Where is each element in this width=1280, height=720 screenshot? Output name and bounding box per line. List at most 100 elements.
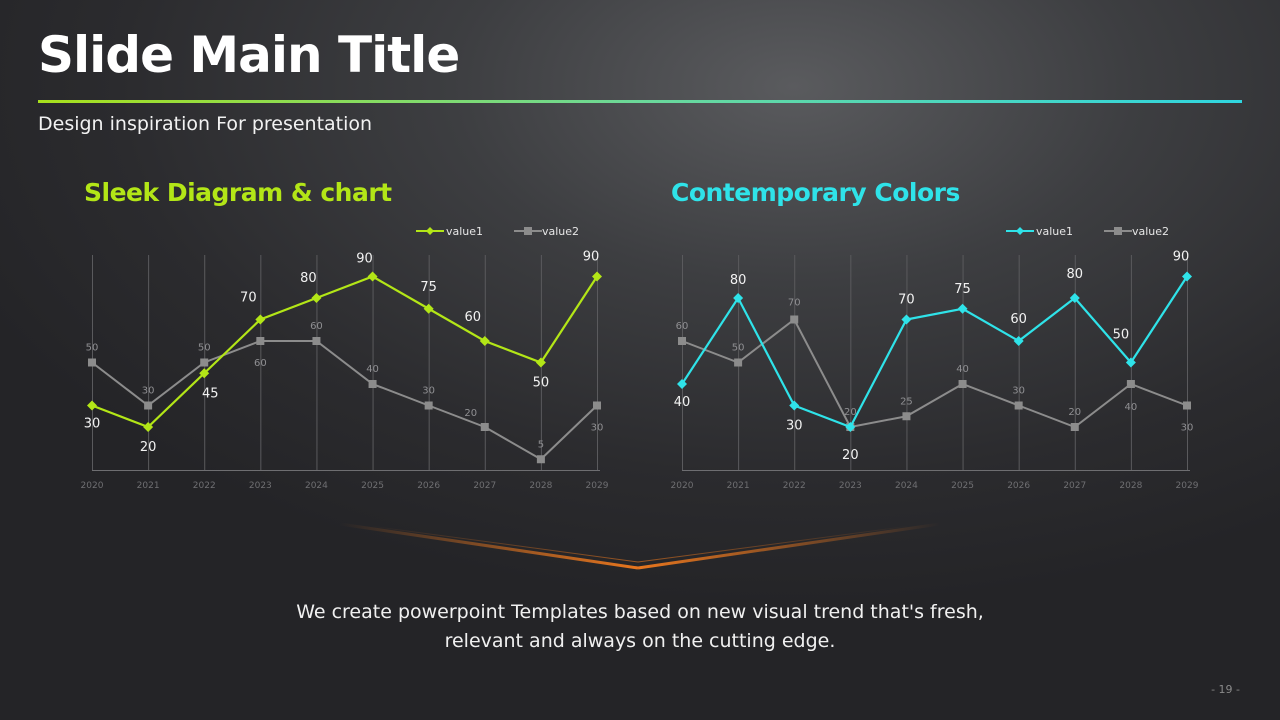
slide-title: Slide Main Title — [38, 26, 460, 84]
data-label-value1: 45 — [202, 386, 219, 401]
legend-label-value2: value2 — [1132, 225, 1169, 238]
data-point-value2 — [480, 423, 489, 431]
footer-line-2: relevant and always on the cutting edge. — [444, 630, 836, 652]
legend-label-value2: value2 — [542, 225, 579, 238]
x-tick-label: 2027 — [1063, 481, 1086, 491]
data-label-value2: 60 — [310, 321, 323, 332]
data-label-value2: 50 — [732, 343, 745, 354]
data-label-value1: 20 — [140, 440, 157, 455]
data-label-value2: 30 — [591, 423, 604, 434]
data-point-value2 — [368, 380, 377, 388]
data-point-value2 — [312, 337, 321, 345]
x-tick-label: 2021 — [727, 481, 750, 491]
data-label-value1: 70 — [898, 293, 915, 308]
data-label-value1: 80 — [730, 273, 747, 288]
data-point-value2 — [256, 337, 265, 345]
data-label-value2: 30 — [142, 386, 155, 397]
x-tick-label: 2026 — [1007, 481, 1030, 491]
data-label-value1: 20 — [842, 448, 859, 463]
x-tick-label: 2020 — [81, 481, 104, 491]
x-tick-label: 2024 — [895, 481, 918, 491]
data-label-value2: 20 — [464, 408, 477, 419]
x-tick-label: 2029 — [1176, 481, 1199, 491]
footer-line-1: We create powerpoint Templates based on … — [296, 601, 984, 623]
data-label-value1: 80 — [300, 271, 317, 286]
x-tick-label: 2026 — [417, 481, 440, 491]
x-tick-label: 2022 — [783, 481, 806, 491]
data-label-value2: 30 — [1012, 386, 1025, 397]
chevron-decoration — [339, 522, 941, 570]
data-point-value1 — [479, 336, 490, 346]
data-point-value1 — [957, 303, 968, 314]
data-label-value1: 60 — [465, 310, 482, 325]
data-label-value2: 40 — [1125, 402, 1138, 413]
data-point-value1 — [199, 368, 210, 379]
data-label-value1: 60 — [1010, 312, 1027, 327]
data-label-value2: 50 — [198, 343, 211, 354]
data-point-value2 — [734, 358, 743, 367]
data-point-value1 — [845, 422, 856, 432]
data-label-value1: 30 — [84, 417, 101, 432]
x-tick-label: 2025 — [951, 481, 974, 491]
x-tick-label: 2025 — [361, 481, 384, 491]
data-label-value1: 70 — [240, 291, 257, 306]
data-label-value2: 40 — [956, 364, 969, 375]
data-point-value2 — [1183, 401, 1191, 410]
data-label-value2: 40 — [366, 364, 379, 375]
x-tick-label: 2028 — [529, 481, 552, 491]
legend-marker-value1 — [426, 227, 434, 235]
x-tick-label: 2022 — [193, 481, 216, 491]
chart-2-title: Contemporary Colors — [671, 178, 960, 207]
series-line-value2 — [681, 317, 1188, 429]
data-label-value2: 20 — [844, 407, 857, 418]
chart-2: 2020 2021 2022 2023 2024 2025 2026 2027 2028 2029… — [671, 225, 1199, 491]
x-tick-label: 2020 — [671, 481, 694, 491]
x-tick-label: 2023 — [839, 481, 862, 491]
data-label-value1: 50 — [1113, 328, 1130, 343]
legend-label-value1: value1 — [1036, 225, 1073, 238]
slide-subtitle: Design inspiration For presentation — [38, 113, 373, 135]
data-label-value1: 90 — [583, 250, 600, 265]
data-label-value1: 50 — [533, 376, 550, 391]
data-label-value1: 40 — [674, 395, 691, 410]
data-point-value2 — [144, 401, 153, 410]
data-point-value2 — [424, 401, 433, 410]
x-tick-label: 2029 — [586, 481, 609, 491]
data-label-value2: 60 — [254, 358, 267, 369]
data-point-value1 — [143, 422, 154, 432]
x-tick-label: 2027 — [473, 481, 496, 491]
data-point-value1 — [1013, 336, 1024, 346]
data-label-value1: 75 — [954, 282, 971, 297]
data-label-value2: 50 — [86, 343, 99, 354]
data-point-value2 — [593, 401, 601, 410]
legend-marker-value1 — [1016, 227, 1024, 235]
data-label-value2: 60 — [676, 321, 689, 332]
data-label-value2: 5 — [538, 439, 544, 450]
x-tick-label: 2024 — [305, 481, 328, 491]
x-tick-label: 2021 — [137, 481, 160, 491]
data-point-value1 — [367, 271, 378, 282]
chart-1: 2020 2021 2022 2023 2024 2025 2026 2027 2028 2029… — [81, 225, 609, 491]
data-point-value1 — [1125, 357, 1136, 368]
data-point-value2 — [1070, 423, 1079, 431]
data-label-value2: 25 — [900, 396, 913, 407]
data-point-value2 — [1126, 380, 1135, 388]
data-point-value2 — [88, 358, 96, 367]
data-point-value1 — [423, 303, 434, 314]
data-point-value2 — [902, 412, 911, 421]
data-point-value2 — [536, 455, 545, 464]
x-tick-label: 2023 — [249, 481, 272, 491]
legend-label-value1: value1 — [446, 225, 483, 238]
data-point-value1 — [677, 379, 687, 389]
data-point-value2 — [790, 315, 799, 324]
data-label-value2: 70 — [788, 298, 801, 309]
data-point-value1 — [255, 314, 266, 325]
data-point-value1 — [592, 271, 602, 282]
chart-1-title: Sleek Diagram & chart — [84, 178, 392, 207]
title-divider — [38, 100, 1242, 103]
data-point-value1 — [789, 400, 800, 411]
legend-marker-value2 — [524, 227, 532, 235]
series-line-value1 — [681, 275, 1188, 429]
data-label-value2: 30 — [422, 386, 435, 397]
data-label-value1: 80 — [1067, 267, 1084, 282]
